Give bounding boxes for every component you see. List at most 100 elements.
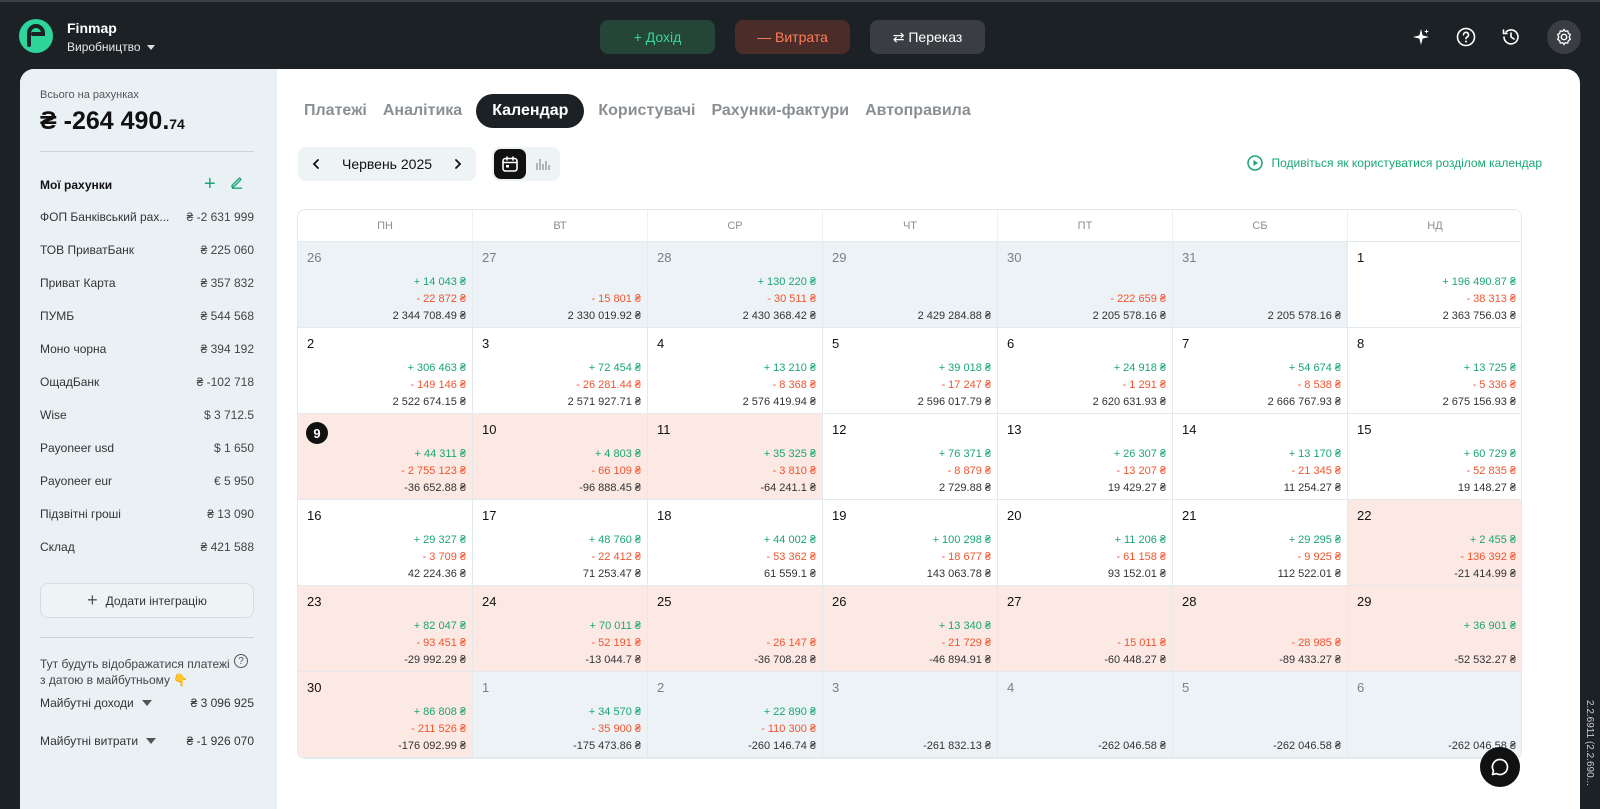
calendar-day-cell[interactable]: 17 + 48 760 ₴ - 22 412 ₴ 71 253.47 ₴ bbox=[473, 500, 648, 586]
account-row[interactable]: Моно чорна ₴ 394 192 bbox=[40, 339, 254, 359]
calendar-day-cell[interactable]: 2 + 22 890 ₴ - 110 300 ₴ -260 146.74 ₴ bbox=[648, 672, 823, 758]
calendar-day-cell[interactable]: 29 2 429 284.88 ₴ bbox=[823, 242, 998, 328]
calendar-day-cell[interactable]: 4 + 13 210 ₴ - 8 368 ₴ 2 576 419.94 ₴ bbox=[648, 328, 823, 414]
settings-button[interactable] bbox=[1547, 20, 1581, 54]
chevron-right-icon[interactable] bbox=[452, 158, 464, 170]
day-number: 19 bbox=[832, 508, 847, 523]
account-row[interactable]: ПУМБ ₴ 544 568 bbox=[40, 306, 254, 326]
calendar-day-cell[interactable]: 8 + 13 725 ₴ - 5 336 ₴ 2 675 156.93 ₴ bbox=[1348, 328, 1521, 414]
calendar-day-cell[interactable]: 2 + 306 463 ₴ - 149 146 ₴ 2 522 674.15 ₴ bbox=[298, 328, 473, 414]
calendar-day-cell[interactable]: 10 + 4 803 ₴ - 66 109 ₴ -96 888.45 ₴ bbox=[473, 414, 648, 500]
calendar-day-cell[interactable]: 30 - 222 659 ₴ 2 205 578.16 ₴ bbox=[998, 242, 1173, 328]
calendar-day-cell[interactable]: 12 + 76 371 ₴ - 8 879 ₴ 2 729.88 ₴ bbox=[823, 414, 998, 500]
add-expense-button[interactable]: — Витрата bbox=[735, 20, 850, 54]
calendar-day-cell[interactable]: 5 + 39 018 ₴ - 17 247 ₴ 2 596 017.79 ₴ bbox=[823, 328, 998, 414]
calendar-day-cell[interactable]: 15 + 60 729 ₴ - 52 835 ₴ 19 148.27 ₴ bbox=[1348, 414, 1521, 500]
edit-icon[interactable] bbox=[230, 175, 244, 189]
workspace-selector[interactable]: Finmap Виробництво bbox=[67, 20, 155, 56]
calendar-day-cell[interactable]: 28 - 28 985 ₴ -89 433.27 ₴ bbox=[1173, 586, 1348, 672]
calendar-day-cell[interactable]: 18 + 44 002 ₴ - 53 362 ₴ 61 559.1 ₴ bbox=[648, 500, 823, 586]
account-balance: ₴ 421 588 bbox=[200, 540, 254, 554]
current-month[interactable]: Червень 2025 bbox=[341, 156, 433, 172]
help-icon[interactable]: ? bbox=[234, 654, 248, 668]
calendar-day-cell[interactable]: 31 2 205 578.16 ₴ bbox=[1173, 242, 1348, 328]
calendar-day-cell[interactable]: 6 -262 046.58 ₴ bbox=[1348, 672, 1521, 758]
calendar-day-cell[interactable]: 7 + 54 674 ₴ - 8 538 ₴ 2 666 767.93 ₴ bbox=[1173, 328, 1348, 414]
weekday-label: СБ bbox=[1173, 210, 1348, 241]
calendar-day-cell[interactable]: 11 + 35 325 ₴ - 3 810 ₴ -64 241.1 ₴ bbox=[648, 414, 823, 500]
calendar-day-cell[interactable]: 1 + 196 490.87 ₴ - 38 313 ₴ 2 363 756.03 ₴ bbox=[1348, 242, 1521, 328]
calendar-day-cell[interactable]: 26 + 13 340 ₴ - 21 729 ₴ -46 894.91 ₴ bbox=[823, 586, 998, 672]
calendar-day-cell[interactable]: 3 + 72 454 ₴ - 26 281.44 ₴ 2 571 927.71 ₴ bbox=[473, 328, 648, 414]
calendar-day-cell[interactable]: 5 -262 046.58 ₴ bbox=[1173, 672, 1348, 758]
calendar-day-cell[interactable]: 13 + 26 307 ₴ - 13 207 ₴ 19 429.27 ₴ bbox=[998, 414, 1173, 500]
workspace-name: Виробництво bbox=[67, 40, 141, 54]
account-name: Приват Карта bbox=[40, 276, 116, 290]
calendar-day-cell[interactable]: 22 + 2 455 ₴ - 136 392 ₴ -21 414.99 ₴ bbox=[1348, 500, 1521, 586]
balance-amount: 2 596 017.79 ₴ bbox=[917, 396, 991, 408]
account-row[interactable]: ОщадБанк ₴ -102 718 bbox=[40, 372, 254, 392]
calendar-day-cell[interactable]: 20 + 11 206 ₴ - 61 158 ₴ 93 152.01 ₴ bbox=[998, 500, 1173, 586]
account-row[interactable]: Склад ₴ 421 588 bbox=[40, 537, 254, 557]
account-row[interactable]: Підзвітні гроші ₴ 13 090 bbox=[40, 504, 254, 524]
income-amount: + 306 463 ₴ bbox=[407, 362, 466, 374]
future-expense-row[interactable]: Майбутні витрати ₴ -1 926 070 bbox=[40, 734, 254, 748]
income-amount: + 196 490.87 ₴ bbox=[1442, 276, 1516, 288]
calendar-howto-link[interactable]: Подивіться як користуватися розділом кал… bbox=[1247, 155, 1542, 171]
calendar-day-cell[interactable]: 21 + 29 295 ₴ - 9 925 ₴ 112 522.01 ₴ bbox=[1173, 500, 1348, 586]
account-balance: ₴ 394 192 bbox=[200, 342, 254, 356]
chart-view-button[interactable] bbox=[528, 149, 558, 179]
account-row[interactable]: Payoneer usd $ 1 650 bbox=[40, 438, 254, 458]
future-income-row[interactable]: Майбутні доходи ₴ 3 096 925 bbox=[40, 696, 254, 710]
calendar-view-button[interactable] bbox=[494, 149, 526, 179]
history-icon[interactable] bbox=[1498, 24, 1524, 50]
sparkle-icon[interactable] bbox=[1408, 24, 1434, 50]
calendar-day-cell[interactable]: 27 - 15 801 ₴ 2 330 019.92 ₴ bbox=[473, 242, 648, 328]
calendar-day-cell[interactable]: 25 - 26 147 ₴ -36 708.28 ₴ bbox=[648, 586, 823, 672]
calendar-day-cell[interactable]: 14 + 13 170 ₴ - 21 345 ₴ 11 254.27 ₴ bbox=[1173, 414, 1348, 500]
account-row[interactable]: Payoneer eur € 5 950 bbox=[40, 471, 254, 491]
calendar-day-cell[interactable]: 26 + 14 043 ₴ - 22 872 ₴ 2 344 708.49 ₴ bbox=[298, 242, 473, 328]
account-balance: ₴ 357 832 bbox=[200, 276, 254, 290]
tab-3[interactable]: Користувачі bbox=[598, 102, 696, 119]
calendar-day-cell[interactable]: 27 - 15 011 ₴ -60 448.27 ₴ bbox=[998, 586, 1173, 672]
tab-4[interactable]: Рахунки-фактури bbox=[711, 102, 850, 119]
account-row[interactable]: Приват Карта ₴ 357 832 bbox=[40, 273, 254, 293]
income-amount: + 70 011 ₴ bbox=[589, 620, 641, 632]
calendar-day-cell[interactable]: 16 + 29 327 ₴ - 3 709 ₴ 42 224.36 ₴ bbox=[298, 500, 473, 586]
total-label: Всього на рахунках bbox=[40, 89, 139, 101]
calendar-day-cell[interactable]: 6 + 24 918 ₴ - 1 291 ₴ 2 620 631.93 ₴ bbox=[998, 328, 1173, 414]
calendar-day-cell[interactable]: 28 + 130 220 ₴ - 30 511 ₴ 2 430 368.42 ₴ bbox=[648, 242, 823, 328]
account-row[interactable]: ТОВ ПриватБанк ₴ 225 060 bbox=[40, 240, 254, 260]
calendar-day-cell[interactable]: 1 + 34 570 ₴ - 35 900 ₴ -175 473.86 ₴ bbox=[473, 672, 648, 758]
add-transfer-button[interactable]: ⇄ Переказ bbox=[870, 20, 985, 54]
finmap-logo[interactable] bbox=[18, 18, 54, 54]
calendar-day-cell[interactable]: 19 + 100 298 ₴ - 18 677 ₴ 143 063.78 ₴ bbox=[823, 500, 998, 586]
add-integration-button[interactable]: + Додати інтеграцію bbox=[40, 583, 254, 618]
calendar-day-cell[interactable]: 30 + 86 808 ₴ - 211 526 ₴ -176 092.99 ₴ bbox=[298, 672, 473, 758]
income-amount: + 48 760 ₴ bbox=[588, 534, 641, 546]
tab-1[interactable]: Аналітика bbox=[382, 102, 463, 119]
calendar-day-cell[interactable]: 24 + 70 011 ₴ - 52 191 ₴ -13 044.7 ₴ bbox=[473, 586, 648, 672]
calendar-day-cell[interactable]: 9 + 44 311 ₴ - 2 755 123 ₴ -36 652.88 ₴ bbox=[298, 414, 473, 500]
app-name: Finmap bbox=[67, 20, 117, 36]
balance-amount: 2 344 708.49 ₴ bbox=[392, 310, 466, 322]
chevron-left-icon[interactable] bbox=[310, 158, 322, 170]
add-income-button[interactable]: + Дохід bbox=[600, 20, 715, 54]
tab-5[interactable]: Автоправила bbox=[865, 102, 971, 119]
account-row[interactable]: ФОП Банківський рах... ₴ -2 631 999 bbox=[40, 207, 254, 227]
calendar-day-cell[interactable]: 4 -262 046.58 ₴ bbox=[998, 672, 1173, 758]
account-row[interactable]: Wise $ 3 712.5 bbox=[40, 405, 254, 425]
tab-0[interactable]: Платежі bbox=[304, 102, 367, 119]
chat-button[interactable] bbox=[1480, 747, 1520, 787]
calendar-day-cell[interactable]: 29 + 36 901 ₴ -52 532.27 ₴ bbox=[1348, 586, 1521, 672]
day-number: 5 bbox=[832, 336, 840, 351]
tab-2[interactable]: Календар bbox=[476, 94, 585, 128]
balance-amount: -13 044.7 ₴ bbox=[585, 654, 641, 666]
help-icon[interactable] bbox=[1453, 24, 1479, 50]
expense-amount: - 3 810 ₴ bbox=[772, 465, 816, 477]
calendar-day-cell[interactable]: 3 -261 832.13 ₴ bbox=[823, 672, 998, 758]
add-account-icon[interactable]: + bbox=[204, 173, 216, 195]
calendar-day-cell[interactable]: 23 + 82 047 ₴ - 93 451 ₴ -29 992.29 ₴ bbox=[298, 586, 473, 672]
balance-amount: -262 046.58 ₴ bbox=[1098, 740, 1166, 752]
